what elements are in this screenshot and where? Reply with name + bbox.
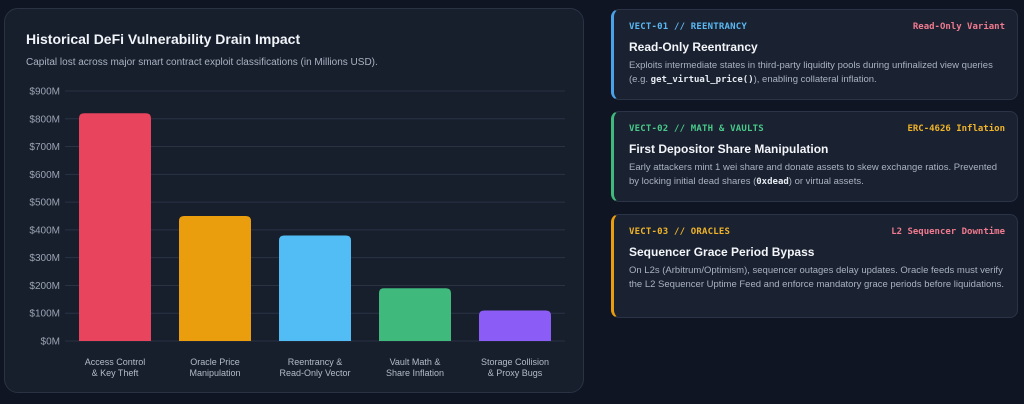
y-tick-label: $0M [41,337,60,348]
card-variant-badge: L2 Sequencer Downtime [891,227,1005,237]
x-tick-label: Vault Math & [390,357,441,367]
card-title: First Depositor Share Manipulation [629,142,829,156]
card-variant-badge: ERC-4626 Inflation [907,124,1005,134]
bar [379,288,451,341]
vector-card-math-vaults: VECT-02 // MATH & VAULTS ERC-4626 Inflat… [611,111,1018,202]
x-tick-label: Storage Collision [481,357,549,367]
bar [179,216,251,341]
bar-chart: $0M $100M $200M $300M $400M $500M $600M $700M $8… [29,87,565,378]
bar [279,235,351,341]
bar [79,113,151,341]
x-tick-label: Manipulation [189,368,240,378]
chart-panel: Historical DeFi Vulnerability Drain Impa… [4,8,584,393]
card-tag: VECT-01 // REENTRANCY [629,22,747,32]
y-tick-label: $800M [29,114,60,125]
inline-code: 0xdead [756,177,789,187]
card-variant-badge: Read-Only Variant [912,22,1005,32]
bar [479,310,551,341]
y-tick-label: $600M [29,170,60,181]
y-tick-label: $700M [29,142,60,153]
card-tag: VECT-02 // MATH & VAULTS [629,124,764,134]
x-tick-label: Access Control [85,357,146,367]
card-tag: VECT-03 // ORACLES [629,227,731,237]
inline-code: get_virtual_price() [650,75,754,85]
card-title: Read-Only Reentrancy [629,40,758,54]
y-tick-label: $300M [29,253,60,264]
vector-card-reentrancy: VECT-01 // REENTRANCY Read-Only Variant … [611,9,1018,100]
card-description: On L2s (Arbitrum/Optimism), sequencer ou… [629,265,1004,290]
x-tick-label: Reentrancy & [288,357,343,367]
x-tick-label: & Key Theft [92,368,139,378]
chart-title: Historical DeFi Vulnerability Drain Impa… [26,31,301,47]
card-description: Early attackers mint 1 wei share and don… [629,162,998,187]
y-tick-label: $900M [29,87,60,98]
x-tick-label: Share Inflation [386,368,444,378]
x-tick-label: Oracle Price [190,357,240,367]
y-tick-label: $100M [29,309,60,320]
y-tick-label: $400M [29,225,60,236]
y-tick-label: $500M [29,198,60,209]
vector-card-oracles: VECT-03 // ORACLES L2 Sequencer Downtime… [611,214,1018,318]
x-tick-label: Read-Only Vector [279,368,350,378]
chart-subtitle: Capital lost across major smart contract… [26,57,378,68]
card-description: Exploits intermediate states in third-pa… [629,60,993,85]
card-title: Sequencer Grace Period Bypass [629,245,815,259]
y-tick-label: $200M [29,281,60,292]
x-tick-label: & Proxy Bugs [488,368,543,378]
